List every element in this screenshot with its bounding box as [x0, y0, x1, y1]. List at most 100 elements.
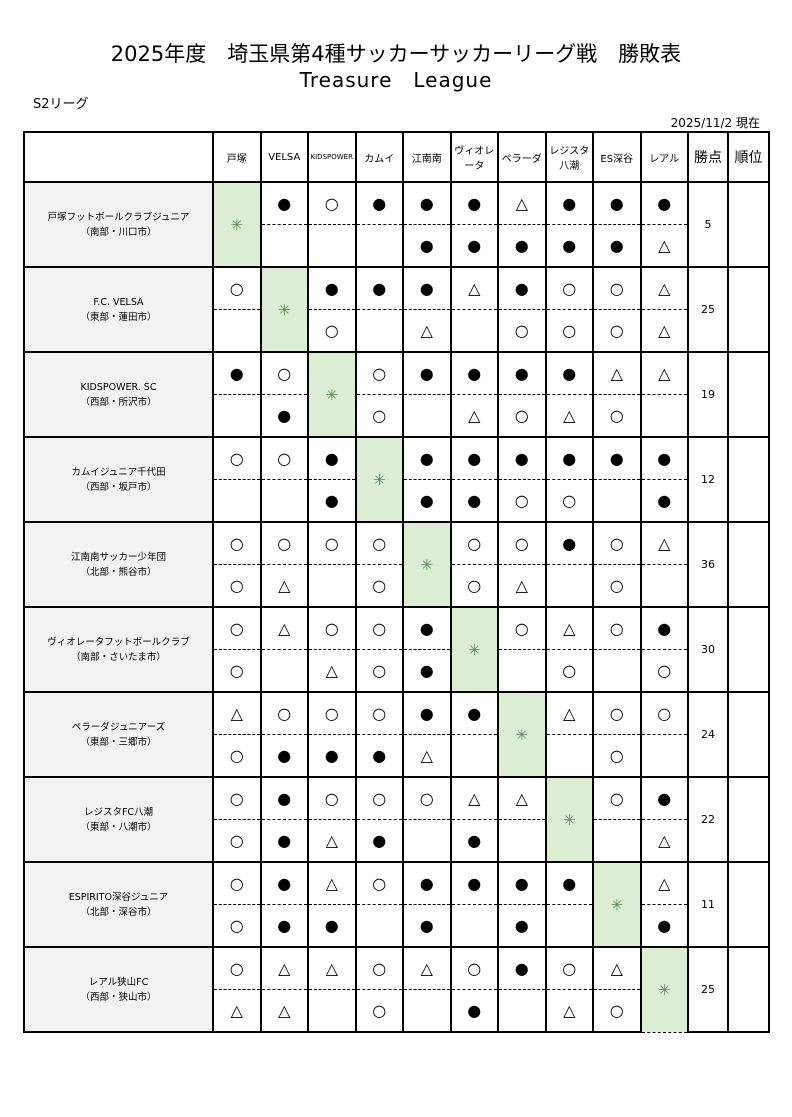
team-row: 戸塚フットボールクラブジュニア （南部・川口市） ✳ ● ○ ● ● ● △ ● ● ● 5: [23, 181, 770, 268]
result-first-leg: ●: [497, 861, 547, 905]
result-first-leg: ●: [402, 436, 452, 480]
result-second-leg: ●: [639, 479, 689, 523]
result-first-leg: ●: [402, 181, 452, 225]
result-second-leg: △: [544, 394, 594, 438]
team-row-second-leg: ○ △ ○ ○ △ ○: [24, 564, 769, 608]
result-second-leg: ●: [259, 819, 309, 863]
result-first-leg: ●: [544, 521, 594, 565]
result-first-leg: ●: [402, 606, 452, 650]
points-cell: 12: [687, 436, 729, 523]
result-second-leg: ○: [449, 564, 499, 608]
result-first-leg: ○: [259, 691, 309, 735]
result-first-leg: ●: [449, 691, 499, 735]
result-second-leg: ●: [497, 904, 547, 948]
team-row: レジスタFC八潮 （東部・八潮市） ○ ● ○ ○ ○ △ △ ✳ ○ ● 22: [23, 776, 770, 863]
result-second-leg: [639, 394, 689, 438]
team-area: （南部・川口市）: [80, 226, 157, 238]
result-second-leg: [592, 649, 642, 693]
points-cell: 22: [687, 776, 729, 863]
self-match-cell: ✳: [497, 691, 547, 778]
result-first-leg: ○: [259, 521, 309, 565]
rank-cell: [727, 861, 770, 948]
result-first-leg: ○: [354, 351, 404, 395]
result-first-leg: ●: [497, 436, 547, 480]
points-cell: 36: [687, 521, 729, 608]
result-first-leg: ●: [449, 861, 499, 905]
result-first-leg: ○: [307, 181, 357, 225]
rank-cell: [727, 266, 770, 353]
result-first-leg: ○: [497, 521, 547, 565]
result-second-leg: [497, 989, 547, 1033]
points-cell: 25: [687, 946, 729, 1033]
result-first-leg: ●: [497, 266, 547, 310]
result-first-leg: △: [449, 266, 499, 310]
team-name-cell: 江南南サッカー少年団 （北部・熊谷市）: [23, 521, 214, 608]
result-first-leg: ●: [544, 181, 594, 225]
result-second-leg: [259, 224, 309, 268]
column-header: カムイ: [354, 131, 404, 183]
result-first-leg: △: [639, 351, 689, 395]
result-first-leg: ○: [259, 436, 309, 480]
result-second-leg: ●: [402, 904, 452, 948]
result-second-leg: ○: [212, 904, 262, 948]
column-header: レジスタ八潮: [544, 131, 594, 183]
result-second-leg: ○: [639, 649, 689, 693]
team-row: ESPIRITO深谷ジュニア （北部・深谷市） ○ ● △ ○ ● ● ● ● ✳ △ 11: [23, 861, 770, 948]
result-first-leg: ○: [354, 946, 404, 990]
result-second-leg: ○: [354, 394, 404, 438]
team-row-second-leg: ○ △ ○ ○ ○ △: [24, 309, 769, 353]
result-second-leg: ○: [307, 309, 357, 353]
result-second-leg: ●: [259, 904, 309, 948]
result-first-leg: ●: [212, 351, 262, 395]
result-first-leg: △: [544, 691, 594, 735]
result-first-leg: ○: [497, 606, 547, 650]
result-first-leg: ○: [592, 776, 642, 820]
result-first-leg: ●: [402, 861, 452, 905]
team-row-second-leg: ○ △ ○ ● ○ ○: [24, 649, 769, 693]
result-first-leg: ●: [449, 351, 499, 395]
team-name: レアル狭山FC: [88, 976, 149, 988]
result-second-leg: [639, 564, 689, 608]
self-match-cell: ✳: [259, 266, 309, 353]
result-second-leg: ●: [449, 989, 499, 1033]
result-second-leg: ○: [592, 309, 642, 353]
rank-cell: [727, 606, 770, 693]
result-first-leg: ○: [307, 606, 357, 650]
result-first-leg: ○: [259, 351, 309, 395]
result-first-leg: ●: [402, 266, 452, 310]
result-second-leg: ●: [402, 224, 452, 268]
self-match-cell: ✳: [544, 776, 594, 863]
result-second-leg: [449, 734, 499, 778]
points-header: 勝点: [687, 131, 729, 183]
self-match-cell: ✳: [354, 436, 404, 523]
result-second-leg: ○: [212, 564, 262, 608]
self-match-cell: ✳: [307, 351, 357, 438]
team-row: ペラーダジュニアーズ （東部・三郷市） △ ○ ○ ○ ● ● ✳ △ ○ ○ 24: [23, 691, 770, 778]
team-name-cell: レジスタFC八潮 （東部・八潮市）: [23, 776, 214, 863]
column-header: ヴィオレータ: [449, 131, 499, 183]
team-area: （西部・坂戸市）: [80, 481, 157, 493]
result-second-leg: ●: [402, 479, 452, 523]
result-second-leg: [259, 649, 309, 693]
result-first-leg: ○: [592, 691, 642, 735]
team-row: カムイジュニア千代田 （西部・坂戸市） ○ ○ ● ✳ ● ● ● ● ● ● 12: [23, 436, 770, 523]
result-second-leg: ○: [592, 989, 642, 1033]
result-second-leg: [307, 989, 357, 1033]
result-first-leg: △: [497, 776, 547, 820]
result-second-leg: [259, 479, 309, 523]
rank-cell: [727, 181, 770, 268]
result-first-leg: ●: [449, 181, 499, 225]
result-second-leg: ○: [497, 394, 547, 438]
result-second-leg: ●: [639, 904, 689, 948]
result-first-leg: △: [212, 691, 262, 735]
team-name: カムイジュニア千代田: [71, 466, 166, 478]
rank-header: 順位: [727, 131, 770, 183]
result-second-leg: △: [402, 734, 452, 778]
result-second-leg: [402, 394, 452, 438]
team-row: ヴィオレータフットボールクラブ （南部・さいたま市） ○ △ ○ ○ ● ✳ ○ △ ○ ● 30: [23, 606, 770, 693]
result-first-leg: ●: [402, 691, 452, 735]
result-second-leg: △: [639, 309, 689, 353]
result-second-leg: [354, 224, 404, 268]
column-header: 江南南: [402, 131, 452, 183]
result-first-leg: △: [259, 606, 309, 650]
